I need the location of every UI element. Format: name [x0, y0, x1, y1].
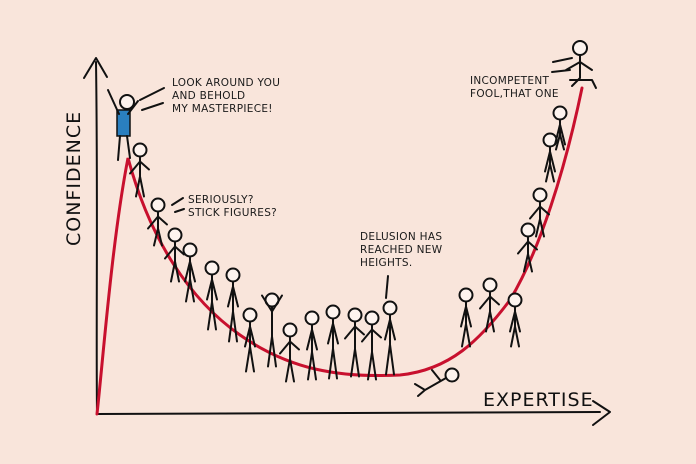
y-axis-arrowhead	[83, 57, 108, 79]
caption-stick-figures: SERIOUSLY? STICK FIGURES?	[171, 194, 277, 219]
stick-figure	[517, 222, 538, 273]
figure-head	[507, 292, 523, 308]
figure-head	[382, 300, 398, 316]
figure-limbs	[384, 313, 396, 376]
figure-limbs	[479, 290, 500, 333]
figure-head	[225, 267, 241, 283]
stick-figure	[479, 277, 500, 333]
stick-figure	[182, 242, 198, 303]
figure-head	[150, 197, 166, 213]
figure-head	[552, 105, 568, 121]
stick-figure	[204, 260, 220, 331]
figure-head	[364, 310, 380, 326]
figure-limbs	[460, 300, 472, 348]
caption-fool: INCOMPETENT FOOL,THAT ONE	[470, 57, 573, 100]
figure-limbs	[529, 200, 550, 238]
figure-limbs	[554, 118, 566, 151]
stick-figure	[147, 197, 168, 247]
stick-figure-crowd	[129, 105, 568, 397]
figure-head	[520, 222, 536, 238]
caption-fool-line-1: INCOMPETENT	[470, 75, 549, 87]
stick-figure	[325, 304, 341, 380]
boasting-figure	[107, 89, 139, 161]
figure-head	[204, 260, 220, 276]
caption-masterpiece-line-1: LOOK AROUND YOU	[172, 77, 280, 89]
speech-line	[385, 275, 389, 299]
stick-figure	[361, 310, 382, 381]
figure-head	[242, 307, 258, 323]
speech-line	[551, 57, 573, 73]
figure-head	[304, 310, 320, 326]
lying-figure	[414, 367, 460, 397]
caption-delusion-line-3: HEIGHTS.	[360, 257, 412, 269]
figure-head	[347, 307, 363, 323]
stick-figure	[552, 105, 568, 151]
figure-head	[182, 242, 198, 258]
confidence-curve	[95, 86, 584, 416]
stick-figure	[542, 132, 558, 183]
stick-figure	[164, 227, 185, 283]
axes: CONFIDENCE EXPERTISE	[63, 57, 611, 426]
figure-limbs	[206, 273, 218, 331]
figure-limbs	[184, 255, 196, 303]
speech-line	[139, 87, 165, 111]
figure-limbs	[565, 54, 597, 89]
figure-limbs	[227, 280, 239, 343]
stick-figure	[458, 287, 474, 348]
stick-figure	[129, 142, 150, 198]
figure-head	[572, 40, 588, 56]
stick-figure	[261, 292, 283, 368]
figure-head	[482, 277, 498, 293]
caption-delusion: DELUSION HAS REACHED NEW HEIGHTS.	[360, 231, 443, 299]
figure-limbs	[544, 145, 556, 183]
figure-head	[132, 142, 148, 158]
speech-line	[171, 197, 185, 213]
figure-head	[532, 187, 548, 203]
x-axis-arrowhead	[592, 400, 611, 426]
figure-head	[458, 287, 474, 303]
figure-limbs	[279, 335, 300, 383]
caption-delusion-line-1: DELUSION HAS	[360, 231, 442, 243]
figure-limbs	[344, 320, 365, 378]
figure-limbs	[129, 155, 150, 198]
stick-figure	[382, 300, 398, 376]
figure-limbs	[244, 320, 256, 373]
stick-figure	[529, 187, 550, 238]
stick-figure	[279, 322, 300, 383]
figure-limbs	[327, 317, 339, 380]
caption-fool-line-2: FOOL,THAT ONE	[470, 88, 559, 100]
figure-limbs	[306, 323, 318, 381]
figure-head	[119, 94, 135, 110]
caption-delusion-line-2: REACHED NEW	[360, 244, 443, 256]
figure-limbs	[164, 240, 185, 283]
caption-stick-figures-line-1: SERIOUSLY?	[188, 194, 254, 206]
y-axis-label: CONFIDENCE	[63, 111, 85, 246]
figure-limbs	[361, 323, 382, 381]
figure-limbs	[509, 305, 521, 348]
figure-limbs	[414, 369, 447, 397]
figure-head	[167, 227, 183, 243]
figure-head	[282, 322, 298, 338]
figure-head	[444, 367, 460, 383]
stick-figure	[507, 292, 523, 348]
stick-figure	[304, 310, 320, 381]
figure-limbs	[261, 294, 283, 368]
figure-head	[325, 304, 341, 320]
stick-figure	[344, 307, 365, 378]
caption-masterpiece-line-2: AND BEHOLD	[172, 90, 245, 102]
stick-figure	[225, 267, 241, 343]
caption-masterpiece: LOOK AROUND YOU AND BEHOLD MY MASTERPIEC…	[139, 77, 280, 115]
stick-figure	[242, 307, 258, 373]
figure-limbs	[147, 210, 168, 247]
caption-stick-figures-line-2: STICK FIGURES?	[188, 207, 277, 219]
expert-figure	[565, 40, 597, 89]
x-axis-line	[96, 411, 601, 415]
y-axis-line	[95, 61, 98, 415]
x-axis-label: EXPERTISE	[483, 389, 594, 411]
caption-masterpiece-line-3: MY MASTERPIECE!	[172, 103, 273, 115]
blue-shirt	[116, 109, 131, 137]
figure-limbs	[517, 235, 538, 273]
figure-limbs	[107, 89, 139, 161]
